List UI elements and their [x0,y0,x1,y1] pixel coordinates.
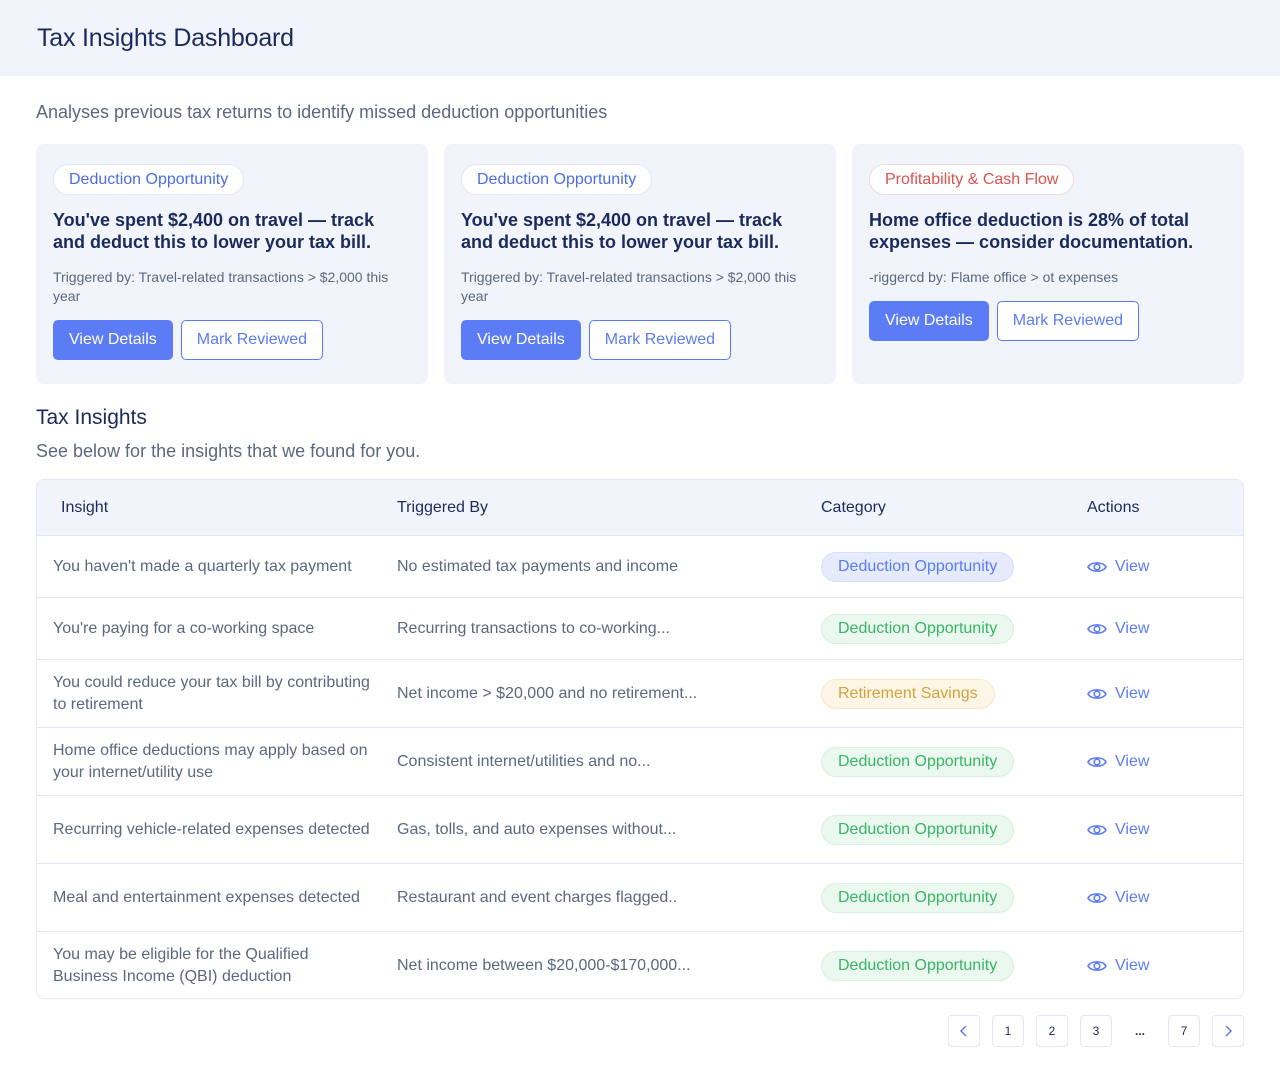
view-label: View [1115,752,1150,770]
card-actions: View Details Mark Reviewed [869,301,1227,341]
page-header: Tax Insights Dashboard [0,0,1280,76]
prev-page-button[interactable] [948,1015,980,1047]
mark-reviewed-button[interactable]: Mark Reviewed [588,320,732,360]
trigger-text: Net income > $20,000 and no retirement..… [397,684,698,702]
trigger-text: Consistent internet/utilities and no... [397,752,651,770]
eye-icon [1087,824,1107,835]
category-badge: Deduction Opportunity [821,551,1015,582]
pagination: 1 2 3 ... 7 [948,1015,1244,1047]
page-button-1[interactable]: 1 [992,1015,1024,1047]
next-page-button[interactable] [1212,1015,1244,1047]
insight-card: Profitability & Cash Flow Home office de… [852,144,1244,384]
eye-icon [1087,561,1107,572]
column-header-triggered-by: Triggered By [397,499,488,516]
card-trigger-text: Triggered by: Travel-related transaction… [53,269,389,304]
table-row: Meal and entertainment expenses detected… [37,864,1243,932]
card-title: Home office deduction is 28% of total ex… [869,210,1194,252]
view-link[interactable]: View [1087,887,1149,909]
page-button-3[interactable]: 3 [1080,1015,1112,1047]
category-badge: Deduction Opportunity [821,746,1015,777]
view-link[interactable]: View [1087,955,1149,977]
card-category-pill: Deduction Opportunity [461,164,653,195]
view-label: View [1115,557,1150,575]
table-row: You may be eligible for the Qualified Bu… [37,932,1243,998]
insight-card: Deduction Opportunity You've spent $2,40… [444,144,836,384]
page-subtitle: Analyses previous tax returns to identif… [36,102,608,122]
card-category-pill: Deduction Opportunity [53,164,245,195]
category-badge: Deduction Opportunity [821,814,1015,845]
column-header-category: Category [821,499,886,516]
table-row: You haven't made a quarterly tax payment… [37,536,1243,598]
category-badge: Deduction Opportunity [821,882,1015,913]
card-actions: View Details Mark Reviewed [53,320,411,360]
section-subtitle: See below for the insights that we found… [36,441,421,461]
insight-text: Meal and entertainment expenses detected [53,888,360,906]
table-row: Recurring vehicle-related expenses detec… [37,796,1243,864]
table-row: You could reduce your tax bill by contri… [37,660,1243,728]
eye-icon [1087,756,1107,767]
view-label: View [1115,888,1150,906]
view-label: View [1115,957,1150,974]
chevron-left-icon [959,1025,967,1037]
insight-text: You're paying for a co-working space [53,619,315,637]
eye-icon [1087,892,1107,903]
eye-icon [1087,623,1107,634]
eye-icon [1087,688,1107,699]
view-details-button[interactable]: View Details [53,320,173,360]
category-badge: Deduction Opportunity [821,951,1015,981]
view-label: View [1115,619,1150,637]
trigger-text: No estimated tax payments and income [397,557,679,575]
trigger-text: Gas, tolls, and auto expenses without... [397,820,677,838]
table-row: Home office deductions may apply based o… [37,728,1243,796]
mark-reviewed-button[interactable]: Mark Reviewed [180,320,324,360]
table-header: Insight Triggered By Category Actions [37,480,1243,536]
page-title: Tax Insights Dashboard [37,24,294,52]
view-label: View [1115,820,1150,838]
column-header-insight: Insight [61,499,109,516]
table-row: You're paying for a co-working space Rec… [37,598,1243,660]
trigger-text: Recurring transactions to co-working... [397,619,670,637]
page-ellipsis: ... [1124,1015,1156,1047]
view-details-button[interactable]: View Details [461,320,581,360]
category-badge: Retirement Savings [821,678,995,709]
insight-text: You haven't made a quarterly tax payment [53,557,352,575]
page-button-7[interactable]: 7 [1168,1015,1200,1047]
eye-icon [1087,961,1107,971]
page-button-2[interactable]: 2 [1036,1015,1068,1047]
card-title: You've spent $2,400 on travel — track an… [461,210,783,252]
view-link[interactable]: View [1087,556,1149,578]
view-details-button[interactable]: View Details [869,301,989,341]
card-trigger-text: -riggercd by: Flame office > ot expenses [869,269,1119,285]
trigger-text: Restaurant and event charges flagged.. [397,888,678,906]
chevron-right-icon [1225,1025,1233,1037]
column-header-actions: Actions [1087,499,1140,516]
card-trigger-text: Triggered by: Travel-related transaction… [461,269,797,304]
insight-text: You may be eligible for the Qualified Bu… [53,946,309,985]
mark-reviewed-button[interactable]: Mark Reviewed [996,301,1140,341]
trigger-text: Net income between $20,000-$170,000... [397,957,691,974]
insight-text: You could reduce your tax bill by contri… [53,673,370,713]
view-link[interactable]: View [1087,819,1149,841]
view-label: View [1115,684,1150,702]
insight-text: Recurring vehicle-related expenses detec… [53,820,370,838]
card-actions: View Details Mark Reviewed [461,320,819,360]
category-badge: Deduction Opportunity [821,613,1015,644]
view-link[interactable]: View [1087,618,1149,640]
insights-table: Insight Triggered By Category Actions Yo… [36,479,1244,999]
view-link[interactable]: View [1087,683,1149,705]
card-category-pill: Profitability & Cash Flow [869,164,1075,195]
insight-card: Deduction Opportunity You've spent $2,40… [36,144,428,384]
view-link[interactable]: View [1087,751,1149,773]
section-title: Tax Insights [36,406,147,429]
insight-text: Home office deductions may apply based o… [53,741,368,781]
card-title: You've spent $2,400 on travel — track an… [53,210,375,252]
